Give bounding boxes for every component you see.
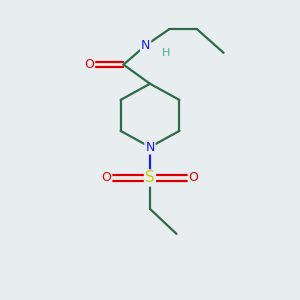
Text: O: O xyxy=(189,172,199,184)
Text: O: O xyxy=(84,58,94,71)
Text: H: H xyxy=(162,48,170,58)
Text: N: N xyxy=(145,141,155,154)
Text: O: O xyxy=(101,172,111,184)
Text: S: S xyxy=(145,170,155,185)
Text: N: N xyxy=(141,39,150,52)
